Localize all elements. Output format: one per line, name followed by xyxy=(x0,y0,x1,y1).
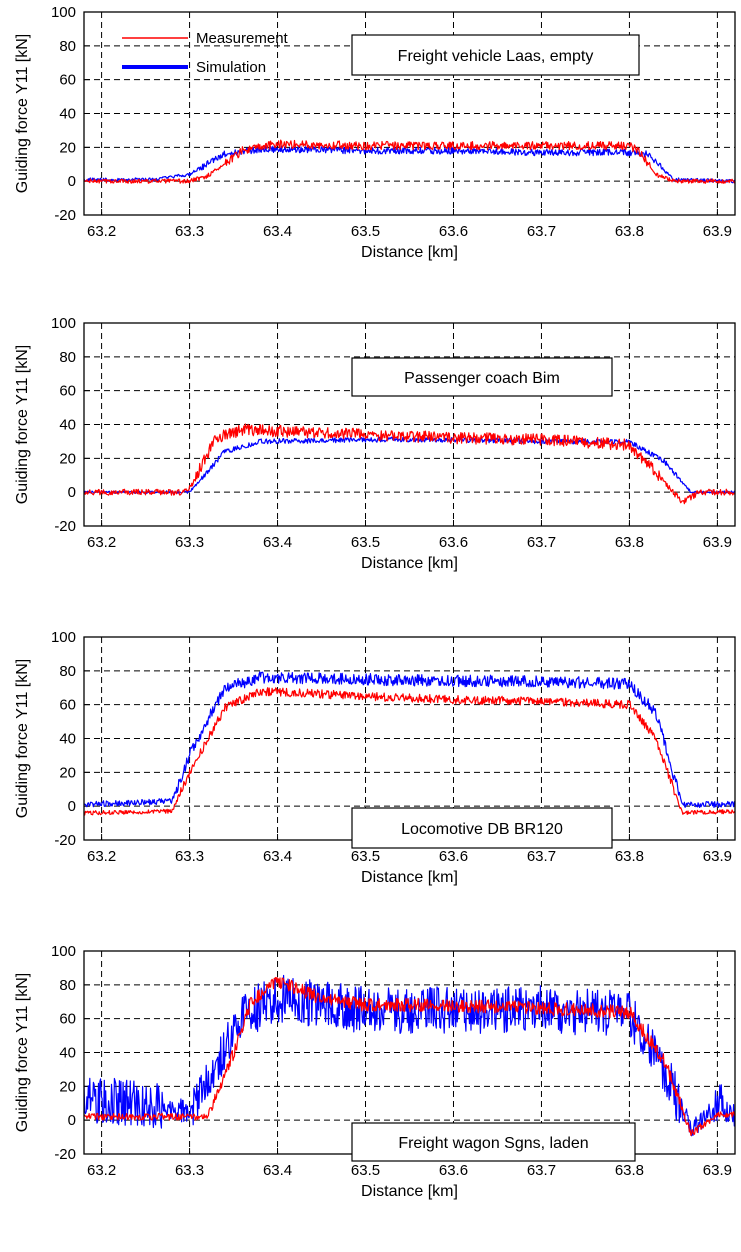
annotation-box xyxy=(351,357,613,397)
x-tick-label: 63.6 xyxy=(439,848,468,865)
y-axis-label: Guiding force Y11 [kN] xyxy=(14,34,31,194)
annotation-box xyxy=(351,1122,636,1162)
x-tick-label: 63.3 xyxy=(175,848,204,865)
x-tick-label: 63.6 xyxy=(439,223,468,240)
y-tick-label: 0 xyxy=(68,1112,76,1129)
y-tick-label: 20 xyxy=(59,1078,76,1095)
x-tick-label: 63.5 xyxy=(351,848,380,865)
chart-panel-4: 100 80 60 40 20 0 -20 63.2 63.3 63.4 63.5 63.6 63.7 6… xyxy=(14,943,736,1200)
x-tick-label: 63.2 xyxy=(87,223,116,240)
y-tick-label: 40 xyxy=(59,106,76,123)
x-axis-label: Distance [km] xyxy=(361,555,458,572)
plot-area xyxy=(84,423,735,505)
annotation-text: Freight wagon Sgns, laden xyxy=(398,1135,588,1152)
x-tick-label: 63.4 xyxy=(263,223,292,240)
y-tick-label: -20 xyxy=(54,518,76,535)
y-tick-label: 40 xyxy=(59,417,76,434)
legend-label: Simulation xyxy=(196,59,266,76)
series-line-measurement xyxy=(84,976,735,1136)
x-tick-label: 63.3 xyxy=(175,534,204,551)
series-line-simulation xyxy=(84,974,735,1137)
y-tick-label: -20 xyxy=(54,1146,76,1163)
x-tick-label: 63.8 xyxy=(615,1162,644,1179)
x-tick-label: 63.7 xyxy=(527,1162,556,1179)
x-tick-label: 63.9 xyxy=(703,223,732,240)
y-tick-label: 20 xyxy=(59,139,76,156)
x-tick-label: 63.2 xyxy=(87,534,116,551)
x-tick-label: 63.6 xyxy=(439,1162,468,1179)
x-tick-label: 63.9 xyxy=(703,534,732,551)
x-axis-label: Distance [km] xyxy=(361,244,458,261)
x-tick-label: 63.4 xyxy=(263,848,292,865)
x-tick-label: 63.8 xyxy=(615,223,644,240)
y-tick-label: 0 xyxy=(68,173,76,190)
x-tick-label: 63.9 xyxy=(703,848,732,865)
x-tick-label: 63.2 xyxy=(87,848,116,865)
y-axis-label: Guiding force Y11 [kN] xyxy=(14,659,31,819)
x-tick-label: 63.3 xyxy=(175,223,204,240)
y-tick-label: -20 xyxy=(54,832,76,849)
plot-frame xyxy=(83,322,736,527)
x-tick-label: 63.5 xyxy=(351,1162,380,1179)
legend: Measurement Simulation xyxy=(122,30,289,76)
series-line-simulation xyxy=(84,436,735,494)
annotation-text: Locomotive DB BR120 xyxy=(401,821,563,838)
chart-panel-2: 100 80 60 40 20 0 -20 63.2 63.3 63.4 63.5 63.6 63.7 6… xyxy=(14,315,736,572)
y-tick-label: 80 xyxy=(59,663,76,680)
x-tick-label: 63.5 xyxy=(351,534,380,551)
y-tick-label: 60 xyxy=(59,383,76,400)
y-tick-label: 60 xyxy=(59,72,76,89)
y-tick-label: 20 xyxy=(59,450,76,467)
series-line-simulation xyxy=(84,145,735,184)
annotation-text: Passenger coach Bim xyxy=(404,370,560,387)
y-tick-label: 100 xyxy=(51,943,76,960)
chart-panels: 100 80 60 40 20 0 -20 63.2 63.3 63.4 63.5 63.6 63.7 6… xyxy=(14,4,736,1200)
x-tick-label: 63.4 xyxy=(263,534,292,551)
y-axis-label: Guiding force Y11 [kN] xyxy=(14,973,31,1133)
y-tick-label: 80 xyxy=(59,349,76,366)
x-tick-label: 63.7 xyxy=(527,848,556,865)
x-tick-label: 63.7 xyxy=(527,223,556,240)
y-tick-label: 40 xyxy=(59,731,76,748)
x-axis-label: Distance [km] xyxy=(361,869,458,886)
x-tick-label: 63.8 xyxy=(615,848,644,865)
y-tick-label: 80 xyxy=(59,977,76,994)
x-tick-label: 63.6 xyxy=(439,534,468,551)
y-tick-label: 100 xyxy=(51,4,76,21)
plot-area xyxy=(84,139,735,184)
x-axis-label: Distance [km] xyxy=(361,1183,458,1200)
x-tick-label: 63.5 xyxy=(351,223,380,240)
x-tick-label: 63.7 xyxy=(527,534,556,551)
series-line-measurement xyxy=(84,423,735,505)
series-line-measurement xyxy=(84,687,735,816)
x-tick-label: 63.4 xyxy=(263,1162,292,1179)
x-tick-label: 63.3 xyxy=(175,1162,204,1179)
annotation-text: Freight vehicle Laas, empty xyxy=(398,48,594,65)
legend-label: Measurement xyxy=(196,30,289,47)
y-tick-label: 0 xyxy=(68,798,76,815)
series-line-measurement xyxy=(84,139,735,184)
x-tick-label: 63.9 xyxy=(703,1162,732,1179)
series-line-simulation xyxy=(84,671,735,808)
plot-area xyxy=(84,671,735,816)
annotation-box xyxy=(351,807,613,849)
y-tick-label: 60 xyxy=(59,1011,76,1028)
y-tick-label: 60 xyxy=(59,697,76,714)
y-tick-label: 100 xyxy=(51,629,76,646)
y-tick-label: 100 xyxy=(51,315,76,332)
y-tick-label: 20 xyxy=(59,764,76,781)
chart-panel-3: 100 80 60 40 20 0 -20 63.2 63.3 63.4 63.5 63.6 63.7 6… xyxy=(14,629,736,886)
y-tick-label: 0 xyxy=(68,484,76,501)
x-tick-label: 63.8 xyxy=(615,534,644,551)
annotation-box xyxy=(351,34,640,76)
plot-area xyxy=(84,974,735,1137)
x-tick-label: 63.2 xyxy=(87,1162,116,1179)
y-axis-label: Guiding force Y11 [kN] xyxy=(14,345,31,505)
y-tick-label: -20 xyxy=(54,207,76,224)
chart-panel-1: 100 80 60 40 20 0 -20 63.2 63.3 63.4 63.5 63.6 63.7 6… xyxy=(14,4,736,261)
y-tick-label: 40 xyxy=(59,1045,76,1062)
y-tick-label: 80 xyxy=(59,38,76,55)
plot-frame xyxy=(83,11,736,216)
